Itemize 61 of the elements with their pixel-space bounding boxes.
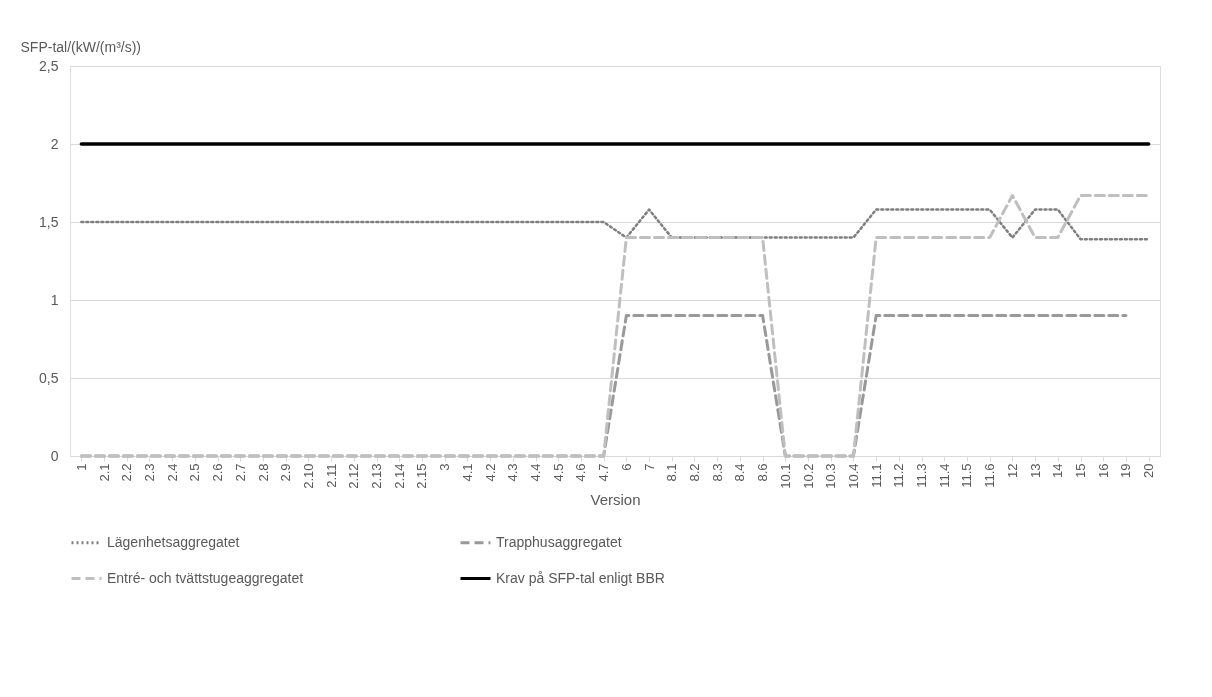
x-tick-label: 11.3: [914, 463, 930, 488]
x-tick-label: 11.2: [891, 463, 907, 488]
y-tick-label: 1: [50, 291, 59, 308]
legend-label: Lägenhetsaggregatet: [107, 533, 240, 550]
y-axis-title: SFP-tal/(kW/(m³/s)): [20, 38, 142, 55]
y-tick-label: 1,5: [39, 213, 59, 230]
x-tick-label: 8.1: [664, 463, 680, 482]
x-tick-label: 2.9: [278, 463, 294, 482]
x-tick-label: 11.5: [959, 463, 975, 488]
x-tick-label: 15: [1073, 463, 1089, 478]
x-tick-label: 2.14: [391, 463, 407, 489]
legend-label: Krav på SFP-tal enligt BBR: [496, 569, 665, 586]
legend-label: Trapphusaggregatet: [496, 533, 622, 550]
x-tick-label: 2.8: [255, 463, 271, 482]
x-tick-label: 10.4: [845, 463, 861, 489]
x-tick-label: 14: [1050, 463, 1066, 478]
x-tick-label: 2.6: [210, 463, 226, 482]
x-tick-label: 10.2: [800, 463, 816, 489]
x-tick-label: 11.1: [868, 463, 884, 488]
x-tick-label: 8.2: [686, 463, 702, 482]
y-tick-label: 0: [50, 447, 59, 464]
x-tick-label: 2.12: [346, 463, 362, 489]
legend-label: Entré- och tvättstugeaggregatet: [107, 569, 304, 586]
line-series: [80, 208, 1150, 241]
x-tick-label: 2.15: [414, 463, 430, 489]
x-tick-label: 2.3: [141, 463, 157, 482]
x-tick-label: 8.6: [755, 463, 771, 482]
x-tick-label: 8.4: [732, 463, 748, 482]
x-tick-label: 10.3: [823, 463, 839, 489]
x-tick-label: 2.4: [164, 463, 180, 482]
x-tick-label: 8.3: [709, 463, 725, 482]
x-tick-label: 13: [1027, 463, 1043, 478]
y-tick-label: 2,5: [39, 57, 59, 74]
x-tick-label: 4.3: [505, 463, 521, 482]
x-tick-label: 4.7: [596, 463, 612, 482]
x-tick-label: 4.5: [550, 463, 566, 482]
x-tick-label: 4.2: [482, 463, 498, 482]
x-tick-label: 2.11: [323, 463, 339, 488]
x-tick-label: 6: [618, 463, 634, 471]
x-tick-label: 19: [1118, 463, 1134, 478]
x-tick-label: 4.6: [573, 463, 589, 482]
y-tick-label: 0,5: [39, 369, 59, 386]
x-tick-label: 4.4: [528, 463, 544, 482]
x-tick-label: 2.5: [187, 463, 203, 482]
x-tick-label: 11.4: [936, 463, 952, 488]
x-tick-label: 1: [73, 463, 89, 471]
x-tick-label: 2.7: [232, 463, 248, 482]
x-tick-label: 16: [1095, 463, 1111, 478]
x-tick-label: 2.13: [369, 463, 385, 489]
x-tick-label: 20: [1141, 463, 1157, 478]
x-tick-label: 2.2: [119, 463, 135, 482]
x-tick-label: 11.6: [982, 463, 998, 488]
x-tick-label: 2.10: [300, 463, 316, 489]
x-tick-label: 12: [1004, 463, 1020, 478]
x-tick-label: 2.1: [96, 463, 112, 482]
x-tick-label: 4.1: [459, 463, 475, 482]
x-axis-title: Version: [590, 490, 641, 508]
x-tick-label: 3: [437, 463, 453, 471]
x-tick-label: 10.1: [777, 463, 793, 489]
y-tick-label: 2: [50, 135, 59, 152]
x-tick-label: 7: [641, 463, 657, 471]
